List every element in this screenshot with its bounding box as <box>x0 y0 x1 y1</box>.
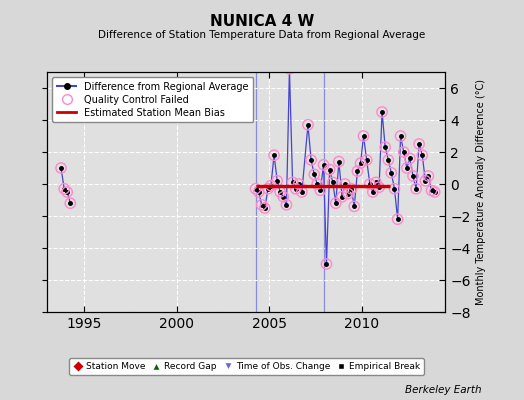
Point <box>313 181 321 187</box>
Point <box>270 152 278 158</box>
Text: NUNICA 4 W: NUNICA 4 W <box>210 14 314 29</box>
Point <box>359 133 368 139</box>
Point <box>381 144 389 150</box>
Text: Difference of Station Temperature Data from Regional Average: Difference of Station Temperature Data f… <box>99 30 425 40</box>
Point <box>344 190 352 197</box>
Point <box>424 173 432 179</box>
Point <box>399 149 408 155</box>
Point <box>285 66 293 72</box>
Point <box>267 182 275 189</box>
Point <box>387 170 396 176</box>
Point <box>257 202 266 208</box>
Point <box>310 171 319 178</box>
Point <box>390 186 399 192</box>
Point <box>316 187 324 194</box>
Point <box>304 122 312 128</box>
Point <box>353 168 362 174</box>
Point <box>409 173 417 179</box>
Point <box>356 160 365 166</box>
Point <box>279 194 288 200</box>
Point <box>378 109 386 115</box>
Point <box>347 186 355 192</box>
Point <box>332 200 340 206</box>
Point <box>294 181 303 187</box>
Point <box>406 155 414 162</box>
Point <box>335 158 343 165</box>
Point <box>282 202 291 208</box>
Point <box>329 179 337 186</box>
Point <box>273 178 281 184</box>
Point <box>372 179 380 186</box>
Point <box>298 189 306 195</box>
Point <box>264 186 272 192</box>
Point <box>319 162 328 168</box>
Y-axis label: Monthly Temperature Anomaly Difference (°C): Monthly Temperature Anomaly Difference (… <box>476 79 486 305</box>
Point <box>252 186 260 192</box>
Point <box>57 165 66 171</box>
Text: Berkeley Earth: Berkeley Earth <box>406 385 482 395</box>
Point <box>260 205 269 211</box>
Point <box>427 187 435 194</box>
Point <box>396 133 405 139</box>
Point <box>375 184 383 190</box>
Point <box>288 179 297 186</box>
Point <box>394 216 402 222</box>
Point <box>368 189 377 195</box>
Point <box>66 200 74 206</box>
Point <box>366 181 374 187</box>
Point <box>384 157 392 163</box>
Legend: Station Move, Record Gap, Time of Obs. Change, Empirical Break: Station Move, Record Gap, Time of Obs. C… <box>69 358 424 375</box>
Point <box>363 157 371 163</box>
Point <box>60 186 69 192</box>
Point <box>338 194 346 200</box>
Point <box>418 152 427 158</box>
Point <box>322 261 331 267</box>
Point <box>341 181 349 187</box>
Point <box>402 165 411 171</box>
Point <box>307 157 315 163</box>
Point <box>350 203 358 210</box>
Point <box>291 186 300 192</box>
Point <box>63 189 71 195</box>
Point <box>415 141 423 147</box>
Point <box>412 186 420 192</box>
Point <box>430 189 439 195</box>
Point <box>255 189 263 195</box>
Point <box>276 189 285 195</box>
Point <box>325 166 334 173</box>
Point <box>421 178 430 184</box>
